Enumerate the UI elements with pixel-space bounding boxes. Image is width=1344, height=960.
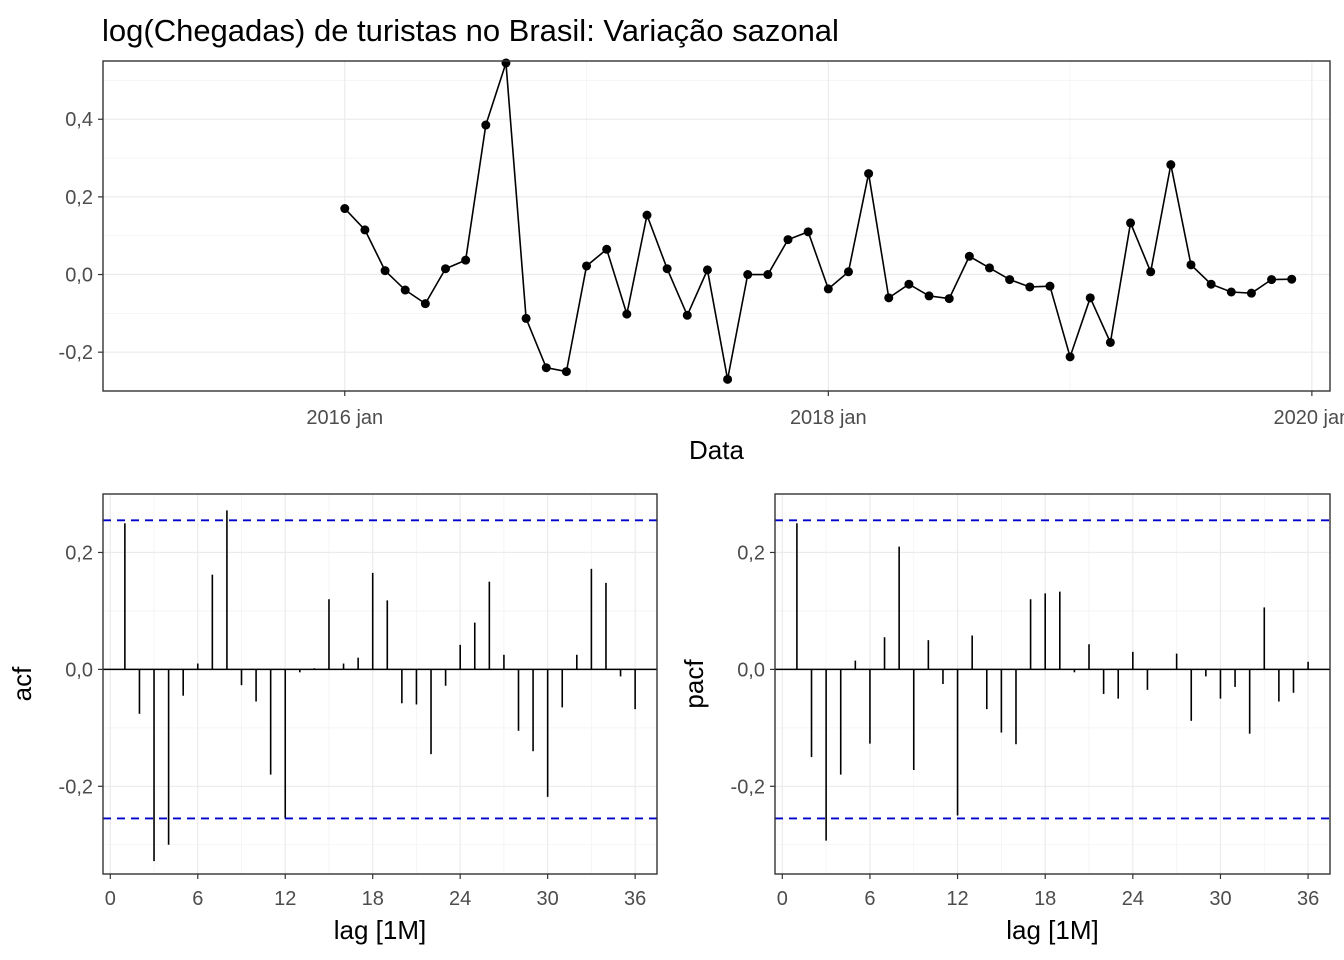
x-tick-label: 2020 jan [1273, 407, 1344, 429]
data-point [884, 293, 894, 303]
x-axis-title: lag [1M] [334, 915, 427, 945]
series-line [344, 62, 1292, 380]
data-point [1065, 352, 1075, 362]
data-point [864, 169, 874, 179]
x-tick-label: 36 [1297, 888, 1319, 910]
data-point [1146, 267, 1156, 277]
data-point [521, 313, 531, 323]
y-axis-title: pacf [679, 659, 709, 709]
panel-border [774, 493, 1331, 875]
data-point [1226, 287, 1236, 297]
data-point [843, 267, 853, 277]
data-point [360, 225, 370, 235]
x-tick-label: 18 [362, 888, 384, 910]
data-point [642, 210, 652, 220]
x-tick-label: 30 [537, 888, 559, 910]
y-tick-label: 0,0 [65, 265, 93, 287]
y-tick-label: -0,2 [731, 776, 765, 798]
panel-border [102, 60, 1331, 392]
data-point [1126, 218, 1136, 228]
y-tick-label: -0,2 [59, 776, 93, 798]
data-point [1085, 293, 1095, 303]
data-point [1045, 281, 1055, 291]
x-tick-label: 36 [624, 888, 646, 910]
data-point [1267, 275, 1277, 285]
data-point [964, 251, 974, 261]
x-tick-label: 6 [192, 888, 203, 910]
data-point [481, 120, 491, 130]
data-point [803, 227, 813, 237]
y-tick-label: 0,4 [65, 109, 93, 131]
x-tick-label: 12 [274, 888, 296, 910]
x-axis-title: Data [689, 435, 744, 465]
data-point [823, 284, 833, 294]
y-tick-label: 0,2 [65, 542, 93, 564]
y-tick-label: 0,0 [65, 659, 93, 681]
data-point [541, 363, 551, 373]
x-tick-label: 6 [864, 888, 875, 910]
data-point [763, 270, 773, 280]
x-tick-label: 30 [1209, 888, 1231, 910]
data-point [783, 235, 793, 245]
x-tick-label: 24 [1122, 888, 1144, 910]
x-tick-label: 2018 jan [790, 407, 867, 429]
data-point [1206, 279, 1216, 289]
pacf-panel: -0,2 0,0 0,2 0 6 12 18 24 30 36 lag [1M] pacf [679, 493, 1331, 945]
data-point [743, 270, 753, 280]
data-point [702, 265, 712, 275]
data-point [1287, 274, 1297, 284]
data-point [944, 294, 954, 304]
data-point [1005, 275, 1015, 285]
data-point [1166, 160, 1176, 170]
data-point [602, 244, 612, 254]
x-tick-label: 0 [105, 888, 116, 910]
data-point [723, 374, 733, 384]
data-point [1105, 337, 1115, 347]
data-point [400, 285, 410, 295]
y-tick-label: 0,2 [65, 187, 93, 209]
x-tick-label: 24 [449, 888, 471, 910]
data-point [904, 279, 914, 289]
data-point [501, 58, 511, 68]
data-point [420, 299, 430, 309]
data-point [561, 367, 571, 377]
time-series-panel: -0,2 0,0 0,2 0,4 2016 jan 2018 jan 2020 jan log… [59, 13, 1344, 465]
data-point [582, 261, 592, 271]
data-point [924, 291, 934, 301]
x-axis-title: lag [1M] [1006, 915, 1099, 945]
y-axis-title: acf [7, 666, 37, 701]
chart-title: log(Chegadas) de turistas no Brasil: Var… [102, 13, 839, 48]
data-point [682, 310, 692, 320]
y-tick-label: 0,2 [737, 542, 765, 564]
data-point [985, 263, 995, 273]
data-point [441, 264, 451, 274]
data-point [1246, 288, 1256, 298]
acf-panel: -0,2 0,0 0,2 0 6 12 18 24 30 36 lag [1M] acf [7, 493, 658, 945]
data-point [340, 204, 350, 214]
data-point [461, 255, 471, 265]
data-point [1186, 260, 1196, 270]
data-point [1025, 282, 1035, 292]
x-tick-label: 12 [946, 888, 968, 910]
panel-border [102, 493, 658, 875]
data-point [662, 264, 672, 274]
y-tick-label: -0,2 [59, 342, 93, 364]
x-tick-label: 18 [1034, 888, 1056, 910]
x-tick-label: 2016 jan [306, 407, 383, 429]
data-point [380, 266, 390, 276]
x-tick-label: 0 [777, 888, 788, 910]
data-point [622, 309, 632, 319]
y-tick-label: 0,0 [737, 659, 765, 681]
